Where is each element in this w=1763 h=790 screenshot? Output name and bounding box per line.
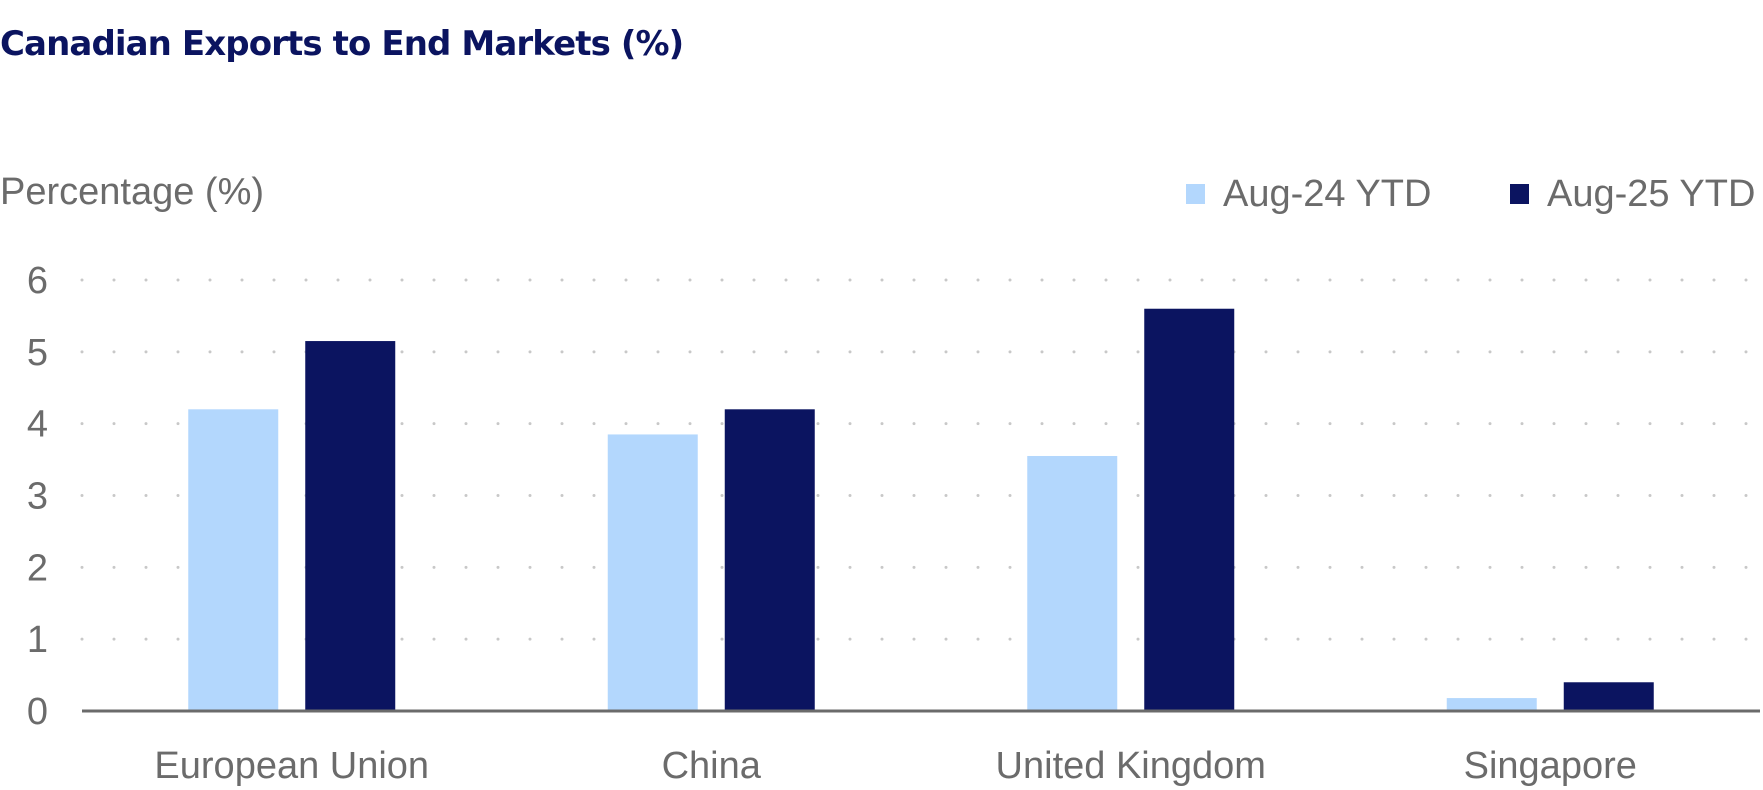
legend-label: Aug-25 YTD <box>1547 173 1755 215</box>
y-tick-label: 0 <box>27 691 48 733</box>
y-tick-label: 6 <box>27 260 48 302</box>
y-tick-label: 5 <box>27 332 48 374</box>
bar-aug-24-ytd-united-kingdom <box>1027 455 1118 711</box>
legend-label: Aug-24 YTD <box>1223 173 1431 215</box>
bar-aug-25-ytd-china <box>724 409 815 711</box>
y-axis-label: Percentage (%) <box>0 171 264 213</box>
bar-aug-24-ytd-singapore <box>1446 698 1537 711</box>
x-tick-label: China <box>662 745 762 787</box>
y-tick-label: 1 <box>27 619 48 661</box>
bar-aug-24-ytd-china <box>607 434 698 711</box>
legend-swatch <box>1510 184 1529 204</box>
y-axis-ticks: 0 1 2 3 4 5 6 <box>27 260 48 733</box>
bar-aug-24-ytd-european-union <box>188 409 279 711</box>
legend: Aug-24 YTD Aug-25 YTD <box>1186 173 1755 215</box>
bar-aug-25-ytd-united-kingdom <box>1144 308 1235 711</box>
x-tick-label: United Kingdom <box>996 745 1266 787</box>
legend-swatch <box>1186 184 1205 204</box>
y-tick-label: 4 <box>27 404 48 446</box>
bar-aug-25-ytd-singapore <box>1563 682 1654 711</box>
y-tick-label: 2 <box>27 547 48 589</box>
x-tick-label: Singapore <box>1464 745 1637 787</box>
y-tick-label: 3 <box>27 476 48 518</box>
x-tick-label: European Union <box>154 745 429 787</box>
bar-aug-25-ytd-european-union <box>305 341 396 711</box>
chart-title: Canadian Exports to End Markets (%) <box>0 24 684 64</box>
x-axis-ticks: European Union China United Kingdom Singapo… <box>154 745 1636 787</box>
bars <box>188 308 1654 711</box>
